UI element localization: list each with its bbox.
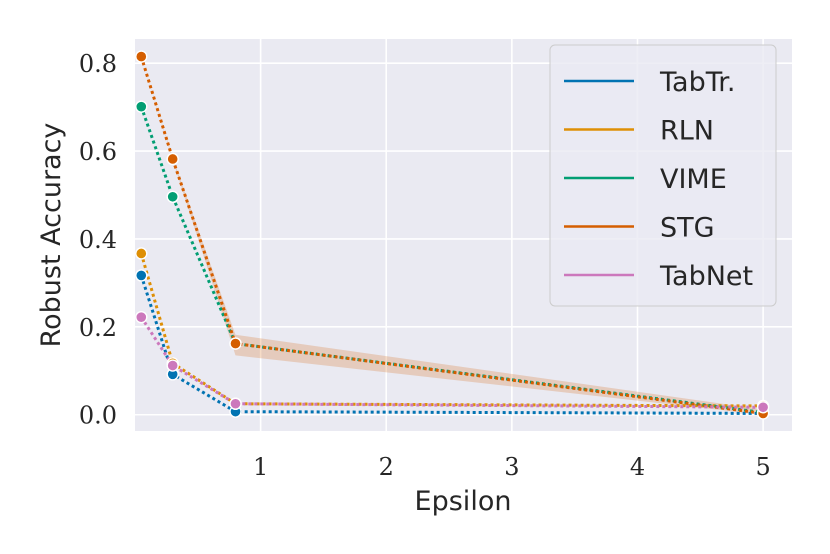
y-tick-label: 0.0: [79, 402, 117, 430]
x-tick-label: 5: [755, 453, 770, 481]
legend-label-tabnet: TabNet: [659, 261, 753, 292]
line-tabtr: [139, 274, 764, 415]
line-vime: [139, 106, 764, 415]
x-tick-label: 1: [253, 453, 268, 481]
point-vime: [166, 190, 179, 203]
series-points: [135, 50, 770, 420]
legend: TabTr. RLN VIME STG TabNet: [549, 44, 777, 307]
line-rln: [139, 253, 764, 408]
line-stg: [139, 56, 764, 415]
point-vime: [135, 100, 148, 113]
point-rln: [135, 247, 148, 260]
legend-label-vime: VIME: [660, 164, 727, 195]
point-tabnet: [229, 397, 242, 410]
legend-box: [549, 44, 777, 307]
x-axis-label: Epsilon: [415, 486, 512, 517]
legend-label-rln: RLN: [660, 116, 714, 147]
point-stg: [166, 152, 179, 166]
series-lines: [139, 56, 764, 415]
point-stg: [229, 337, 242, 350]
x-tick-label: 4: [630, 453, 645, 481]
y-axis-label: Robust Accuracy: [36, 123, 67, 348]
x-tick-label: 3: [504, 453, 519, 481]
y-tick-label: 0.8: [79, 50, 117, 78]
legend-label-tabtr: TabTr.: [659, 67, 735, 98]
y-tick-label: 0.4: [79, 226, 117, 254]
x-tick-label: 2: [379, 453, 394, 481]
point-stg: [135, 50, 148, 63]
point-tabnet: [756, 401, 770, 414]
legend-label-stg: STG: [660, 213, 715, 244]
point-tabnet: [135, 310, 148, 324]
point-tabnet: [166, 359, 179, 372]
point-tabtr: [135, 269, 148, 282]
y-tick-label: 0.6: [79, 138, 117, 166]
x-axis-ticks: 1 2 3 4 5: [253, 453, 771, 481]
y-tick-label: 0.2: [79, 314, 117, 342]
y-axis-ticks: 0.0 0.2 0.4 0.6 0.8: [79, 50, 117, 430]
